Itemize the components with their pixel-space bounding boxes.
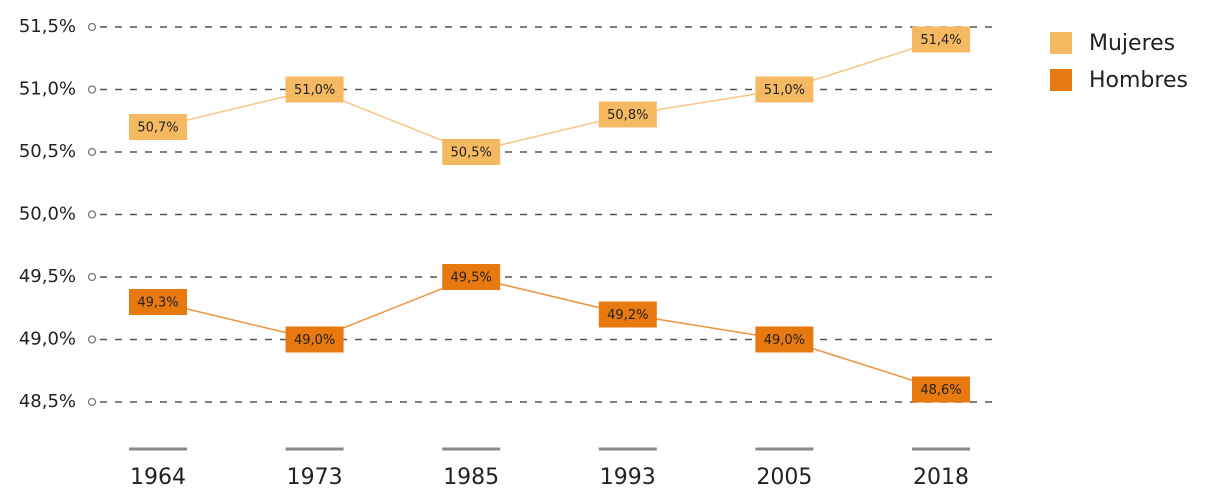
data-label-box xyxy=(755,76,814,103)
data-label-box xyxy=(442,264,501,290)
data-label-box xyxy=(442,139,501,165)
data-label-box xyxy=(755,326,814,353)
y-tick-mark xyxy=(87,22,97,32)
data-label-box xyxy=(598,101,657,128)
x-tick-label: 1985 xyxy=(443,465,499,490)
x-tick-label: 2005 xyxy=(756,465,812,490)
y-tick-mark xyxy=(87,210,97,219)
x-tick-label: 1993 xyxy=(600,465,656,490)
data-label: 51,0% xyxy=(294,83,335,98)
series-line xyxy=(157,276,942,391)
y-tick-label: 51,0% xyxy=(19,79,76,100)
data-label: 48,6% xyxy=(920,383,961,398)
legend-label: Hombres xyxy=(1089,68,1188,93)
data-label: 49,3% xyxy=(137,296,178,311)
y-tick-label: 50,0% xyxy=(19,204,76,225)
data-label: 50,7% xyxy=(137,121,178,136)
data-label: 50,8% xyxy=(607,108,648,123)
data-label: 50,5% xyxy=(451,146,492,161)
y-tick-mark xyxy=(87,397,97,407)
x-tick-label: 2018 xyxy=(913,465,969,490)
data-label-box xyxy=(129,289,187,315)
y-tick-label: 51,5% xyxy=(19,16,76,37)
y-tick-mark xyxy=(87,335,97,344)
y-tick-label: 50,5% xyxy=(19,141,76,162)
data-label-box xyxy=(598,301,657,328)
legend-label: Mujeres xyxy=(1089,31,1175,56)
y-tick-mark xyxy=(87,85,97,94)
data-label-box xyxy=(912,376,970,403)
data-label: 49,0% xyxy=(764,333,805,348)
data-label: 51,4% xyxy=(920,33,961,48)
y-tick-label: 49,0% xyxy=(19,329,76,350)
series-line xyxy=(157,38,942,153)
data-label-box xyxy=(285,326,344,353)
y-tick-label: 49,5% xyxy=(19,266,76,287)
x-tick-label: 1964 xyxy=(130,465,186,490)
legend-swatch xyxy=(1050,69,1072,91)
x-tick-label: 1973 xyxy=(287,465,343,490)
data-label: 49,2% xyxy=(607,308,648,323)
data-label: 51,0% xyxy=(764,83,805,98)
data-label-box xyxy=(285,76,344,103)
data-label-box xyxy=(912,26,970,53)
data-label: 49,0% xyxy=(294,333,335,348)
legend-swatch xyxy=(1050,32,1072,54)
data-label: 49,5% xyxy=(451,271,492,286)
y-tick-label: 48,5% xyxy=(19,391,76,412)
y-tick-mark xyxy=(87,147,97,157)
y-tick-mark xyxy=(87,272,97,282)
data-label-box xyxy=(129,114,187,140)
